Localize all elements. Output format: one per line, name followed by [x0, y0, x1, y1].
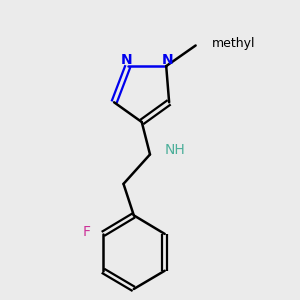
Text: F: F: [83, 225, 91, 239]
Text: N: N: [162, 52, 173, 67]
Text: methyl: methyl: [212, 38, 255, 50]
Text: NH: NH: [165, 143, 185, 157]
Text: N: N: [121, 52, 132, 67]
